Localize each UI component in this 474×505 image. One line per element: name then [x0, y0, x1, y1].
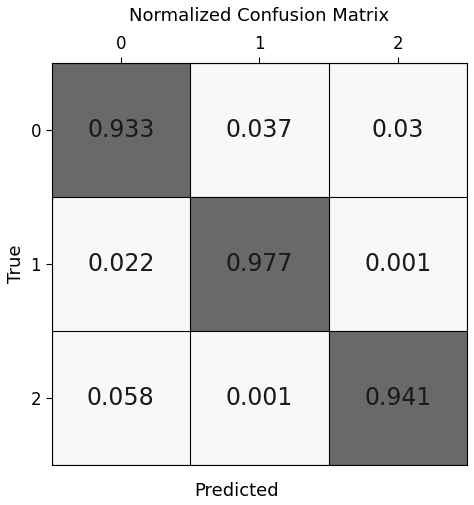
Text: 0.941: 0.941	[364, 386, 431, 410]
Bar	[190, 63, 328, 197]
Bar	[328, 63, 467, 197]
Text: 0.058: 0.058	[87, 386, 155, 410]
Bar	[52, 197, 190, 331]
Bar	[328, 331, 467, 465]
Bar	[52, 331, 190, 465]
Text: 0.933: 0.933	[87, 118, 155, 142]
Text: 0.977: 0.977	[226, 252, 293, 276]
Text: 0.022: 0.022	[87, 252, 155, 276]
Text: Predicted: Predicted	[195, 482, 279, 500]
Text: 0.001: 0.001	[226, 386, 293, 410]
Text: 0.03: 0.03	[372, 118, 424, 142]
Title: Normalized Confusion Matrix: Normalized Confusion Matrix	[129, 7, 389, 25]
Bar	[328, 197, 467, 331]
Bar	[190, 197, 328, 331]
Text: 0.037: 0.037	[226, 118, 293, 142]
Bar	[190, 331, 328, 465]
Text: 0.001: 0.001	[364, 252, 431, 276]
Bar	[52, 63, 190, 197]
Y-axis label: True: True	[7, 245, 25, 283]
